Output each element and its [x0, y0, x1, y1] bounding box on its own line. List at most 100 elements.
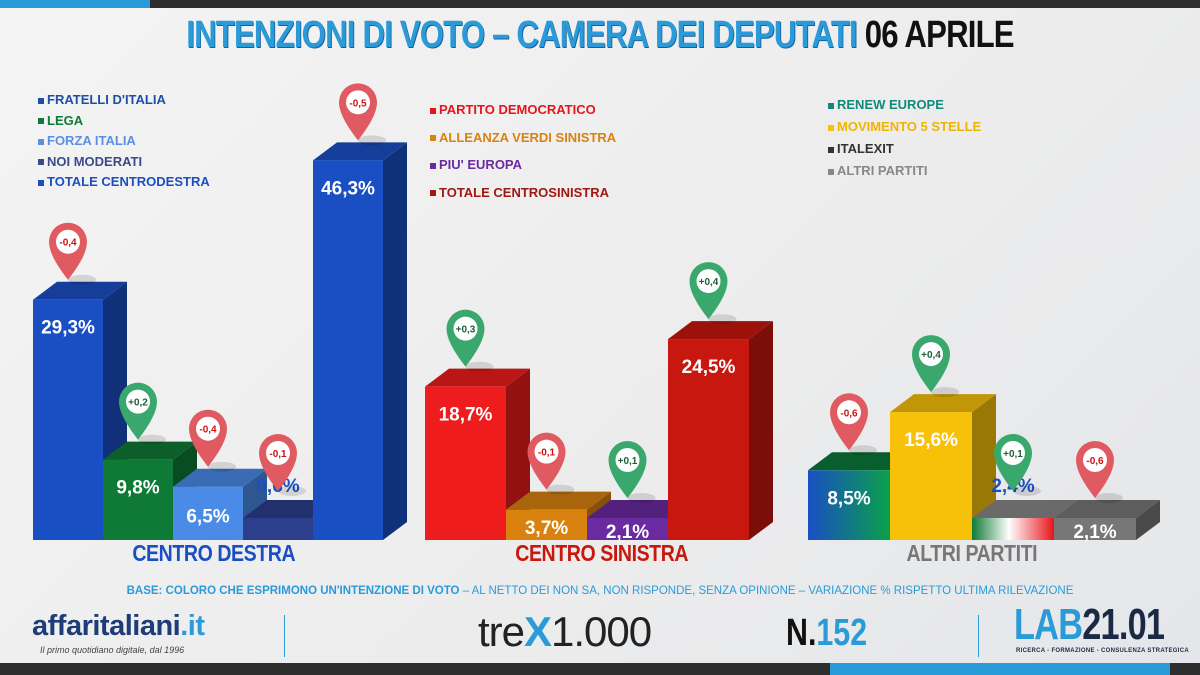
bar-value-label: 9,8% — [116, 478, 159, 499]
bar-front — [173, 486, 243, 540]
affaritaliani-tld: .it — [180, 610, 205, 642]
bar-value-label: 6,5% — [186, 506, 229, 527]
change-up-pin-icon: +0,4 — [689, 262, 737, 325]
bar-front — [313, 160, 383, 540]
trex-logo: treX1.000 — [478, 608, 652, 656]
divider — [978, 615, 979, 657]
bar-value-label: 46,3% — [321, 178, 375, 199]
bar-top — [103, 441, 197, 460]
change-label: -0,1 — [538, 448, 556, 459]
base-note-rest: – AL NETTO DEI NON SA, NON RISPONDE, SEN… — [459, 585, 1074, 597]
legend-label: RENEW EUROPE — [837, 97, 944, 112]
change-label: -0,1 — [269, 449, 287, 460]
bar-value-label: 3,7% — [525, 518, 568, 539]
bar-front — [243, 518, 313, 540]
bar-movimento-5-stelle: 15,6% +0,4 — [890, 335, 996, 540]
trex-x: X — [524, 608, 552, 655]
bar-totale-centrosinistra: 24,5% +0,4 — [668, 262, 773, 540]
base-note-bold: BASE: COLORO CHE ESPRIMONO UN'INTENZIONE… — [126, 585, 460, 597]
bar-front — [890, 412, 972, 540]
bar-top — [506, 491, 611, 510]
bar-altri-partiti: 2,1% -0,6 — [1054, 441, 1160, 543]
title-date: 06 APRILE — [864, 14, 1015, 56]
legend-swatch — [828, 102, 834, 109]
group-label-centro-destra: CENTRO DESTRA — [132, 540, 296, 566]
legend-item: RENEW EUROPE — [828, 94, 981, 116]
legend-centro-sinistra: PARTITO DEMOCRATICO ALLEANZA VERDI SINIST… — [430, 96, 616, 206]
bar-top — [313, 142, 407, 161]
legend-swatch — [430, 135, 436, 142]
legend-item: TOTALE CENTRODESTRA — [38, 172, 210, 193]
bar-value-label: 2,1% — [1073, 522, 1116, 543]
divider — [284, 615, 285, 657]
bar-value-label: 2,1% — [606, 522, 649, 543]
legend-item: ALLEANZA VERDI SINISTRA — [430, 124, 616, 152]
lab-b: 21.01 — [1082, 600, 1165, 649]
affaritaliani-tagline: Il primo quotidiano digitale, dal 1996 — [40, 645, 185, 655]
issue-value: 152 — [816, 612, 868, 654]
bar-front — [587, 518, 668, 540]
bar-value-label: 24,5% — [682, 357, 736, 378]
bar-piu-europa: 2,1% +0,1 — [587, 441, 692, 543]
legend-swatch — [828, 146, 834, 153]
change-down-pin-icon: -0,1 — [259, 434, 306, 496]
change-label: +0,4 — [921, 350, 941, 361]
legend-label: LEGA — [47, 112, 84, 128]
change-label: +0,2 — [128, 398, 148, 409]
bar-front — [1054, 518, 1136, 540]
legend-label: ITALEXIT — [837, 141, 894, 156]
bar-front — [103, 459, 173, 540]
bar-value-label: 18,7% — [439, 405, 493, 426]
change-label: -0,6 — [1086, 456, 1104, 467]
change-up-pin-icon: +0,1 — [994, 434, 1041, 496]
legend-label: PARTITO DEMOCRATICO — [439, 102, 596, 117]
legend-swatch — [38, 179, 44, 186]
change-down-pin-icon: -0,1 — [527, 432, 575, 495]
bar-top — [668, 321, 773, 340]
bar-side — [749, 321, 773, 540]
bar-totale-centrodestra: 46,3% -0,5 — [313, 83, 407, 540]
change-label: -0,5 — [349, 98, 367, 109]
top-bar — [0, 0, 1200, 8]
legend-item: FORZA ITALIA — [38, 131, 210, 152]
legend-label: FORZA ITALIA — [47, 133, 136, 148]
change-down-pin-icon: -0,4 — [49, 222, 96, 285]
bar-top — [425, 368, 530, 387]
bar-side — [383, 142, 407, 540]
legend-swatch — [430, 162, 436, 169]
change-up-pin-icon: +0,1 — [608, 441, 656, 503]
bar-top — [972, 500, 1078, 518]
bar-value-label: 15,6% — [904, 430, 958, 451]
bar-front — [972, 518, 1054, 540]
trex-b: 1.000 — [551, 608, 652, 655]
change-up-pin-icon: +0,4 — [912, 335, 959, 398]
bar-front — [33, 299, 103, 540]
legend-swatch — [828, 168, 834, 175]
legend-swatch — [38, 118, 44, 125]
legend-item: PARTITO DEMOCRATICO — [430, 96, 616, 124]
bar-value-label: 29,3% — [41, 318, 95, 339]
bar-top — [890, 394, 996, 413]
legend-swatch — [828, 124, 834, 131]
change-label: +0,1 — [1003, 449, 1023, 460]
change-up-pin-icon: +0,3 — [446, 309, 494, 372]
change-label: -0,4 — [59, 238, 77, 249]
legend-item: LEGA — [38, 111, 210, 132]
legend-label: NOI MODERATI — [47, 153, 143, 169]
bar-value-label: 8,5% — [827, 488, 870, 509]
change-down-pin-icon: -0,6 — [830, 393, 877, 456]
lab-tagline: RICERCA - FORMAZIONE - CONSULENZA STRATE… — [1016, 648, 1189, 654]
title-main: INTENZIONI DI VOTO – CAMERA DEI DEPUTATI — [186, 14, 857, 56]
lab2101-logo: LAB21.01 — [1014, 600, 1165, 650]
legend-item: FRATELLI D'ITALIA — [38, 90, 210, 111]
change-label: -0,4 — [199, 425, 217, 436]
change-up-pin-icon: +0,2 — [119, 382, 166, 445]
bar-fratelli-d-italia: 29,3% -0,4 — [33, 222, 127, 540]
group-label-centro-sinistra: CENTRO SINISTRA — [515, 540, 689, 566]
legend-item: MOVIMENTO 5 STELLE — [828, 116, 981, 138]
change-label: +0,1 — [618, 456, 638, 467]
bar-top — [808, 452, 914, 471]
bar-top — [1054, 500, 1160, 518]
issue-number: N.152 — [786, 612, 867, 655]
